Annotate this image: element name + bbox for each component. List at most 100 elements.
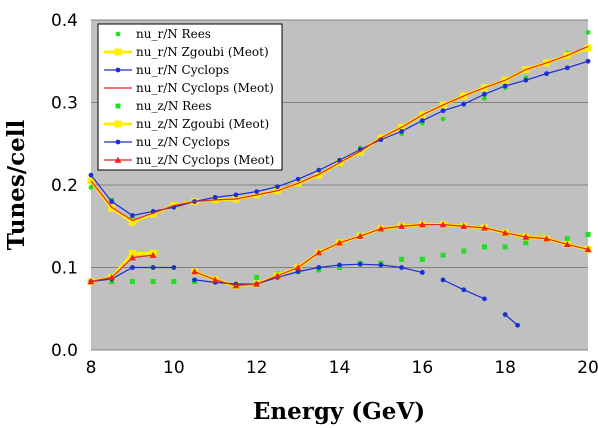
series-2-point — [419, 118, 425, 124]
series-6-point — [399, 265, 405, 270]
series-7-point — [129, 254, 136, 261]
series-7-line — [90, 254, 154, 283]
series-2-point — [316, 167, 322, 173]
series-6-point — [440, 277, 446, 283]
y-tick-label: 0.1 — [51, 259, 78, 279]
series-7-point — [294, 264, 302, 271]
series-4-point — [109, 279, 115, 285]
series-7-point — [232, 282, 240, 289]
series-2-point — [254, 189, 260, 195]
series-3-line — [90, 45, 589, 222]
x-tick-label: 20 — [577, 358, 598, 378]
series-2-point — [233, 192, 239, 198]
series-6-point — [502, 312, 508, 317]
series-7-point — [315, 249, 323, 256]
x-tick-label: 16 — [412, 358, 434, 378]
series-7-point — [87, 278, 95, 285]
series-4-point — [481, 244, 487, 250]
series-1-point — [315, 171, 323, 179]
series-4-point — [171, 279, 177, 285]
series-4-point — [461, 248, 467, 254]
series-4-point — [254, 274, 260, 280]
series-6-point — [295, 269, 301, 275]
series-0-point — [482, 95, 487, 101]
series-7-point — [253, 280, 261, 287]
series-6-point — [419, 270, 425, 275]
series-7-point — [501, 229, 509, 236]
series-2-point — [88, 172, 94, 178]
legend-label: nu_r/N Zgoubi (Meot) — [136, 45, 269, 59]
series-6-point — [378, 262, 384, 268]
series-7-point — [460, 222, 468, 229]
series-4-point — [419, 256, 425, 262]
series-6-point — [316, 265, 322, 270]
legend-label: nu_r/N Rees — [136, 27, 211, 41]
series-7-point — [563, 241, 571, 248]
series-5-point — [128, 249, 136, 257]
y-tick-label: 0.3 — [51, 94, 78, 114]
series-2-point — [523, 77, 529, 83]
series-4-point — [399, 256, 405, 262]
series-2-point — [502, 83, 508, 89]
series-4-point — [150, 279, 156, 285]
series-4-point — [585, 232, 591, 237]
legend-label: nu_z/N Cyclops — [136, 135, 230, 149]
x-axis-title: Energy (GeV) — [253, 398, 425, 425]
series-7-point — [356, 232, 364, 239]
series-7-point — [543, 235, 550, 242]
y-tick-label: 0.4 — [51, 11, 78, 31]
series-7 — [87, 221, 592, 289]
series-2-point — [482, 91, 487, 97]
y-tick-labels: 0.0 0.1 0.2 0.3 0.4 — [51, 11, 78, 361]
series-1-point — [149, 210, 157, 218]
series-1-point — [356, 148, 364, 156]
series-6-line — [504, 314, 518, 326]
series-7-point — [191, 268, 198, 275]
legend-swatch-marker — [114, 48, 122, 56]
series-1-point — [108, 204, 116, 212]
legend-swatch-marker — [115, 31, 121, 37]
series-7-point — [418, 221, 426, 228]
series-2-point — [295, 176, 301, 182]
legend-swatch-marker — [115, 139, 121, 145]
series-4-point — [337, 265, 342, 270]
legend-box — [97, 23, 283, 171]
series-7-point — [273, 272, 281, 279]
x-tick-labels: 8 10 12 14 16 18 20 — [86, 358, 598, 378]
series-0-point — [88, 185, 94, 190]
y-tick-label: 0.2 — [51, 176, 78, 196]
series-1-point — [128, 218, 136, 226]
series-6-point — [482, 296, 487, 302]
series-6-point — [515, 322, 520, 328]
series-4-point — [129, 279, 135, 285]
x-tick-label: 10 — [163, 358, 185, 378]
series-2-point — [585, 58, 591, 64]
series-0-point — [585, 29, 591, 35]
series-7-point — [211, 276, 219, 283]
legend-label: nu_r/N Cyclops (Meot) — [136, 81, 274, 95]
legend-swatch-marker — [115, 103, 121, 109]
series-6-point — [337, 262, 342, 268]
series-4-point — [440, 252, 446, 258]
series-2-point — [544, 71, 549, 77]
series-4-point — [502, 244, 508, 250]
series-7-line — [194, 224, 589, 287]
series-6-point — [150, 265, 156, 270]
legend-label: nu_z/N Zgoubi (Meot) — [136, 117, 269, 131]
series-3 — [90, 45, 589, 222]
series-7-point — [522, 233, 530, 240]
series-4-point — [316, 267, 322, 273]
series-2-point — [212, 194, 218, 200]
series-2-point — [130, 213, 135, 218]
series-6-point — [130, 265, 135, 270]
legend-swatch-marker — [114, 120, 122, 128]
series-6-point — [357, 261, 363, 267]
legend-label: nu_z/N Cyclops (Meot) — [136, 153, 274, 167]
legend: nu_r/N Rees nu_r/N Zgoubi (Meot) nu_r/N Cy… — [97, 23, 283, 171]
series-2 — [88, 58, 591, 218]
series-7-point — [481, 224, 488, 231]
y-tick-label: 0.0 — [51, 341, 78, 361]
series-layer — [87, 29, 592, 328]
series-2-point — [461, 101, 467, 107]
